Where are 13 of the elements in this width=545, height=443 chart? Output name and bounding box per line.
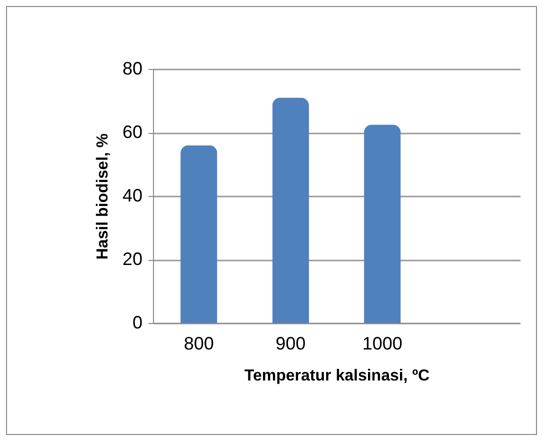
y-tick-label: 80 (122, 58, 142, 78)
x-axis-title: Temperatur kalsinasi, ºC (244, 368, 430, 384)
y-tick-label: 0 (132, 312, 142, 332)
x-tick-label: 800 (184, 334, 214, 354)
bar (180, 145, 218, 323)
bar (272, 98, 309, 323)
y-tick-label: 20 (122, 249, 142, 269)
y-tick-label: 60 (122, 122, 142, 142)
y-tick-label: 40 (122, 186, 142, 206)
x-tick-label: 900 (276, 334, 306, 354)
bar (364, 124, 401, 323)
x-tick-label: 1000 (362, 334, 402, 354)
y-axis-title: Hasil biodisel, % (94, 133, 112, 260)
